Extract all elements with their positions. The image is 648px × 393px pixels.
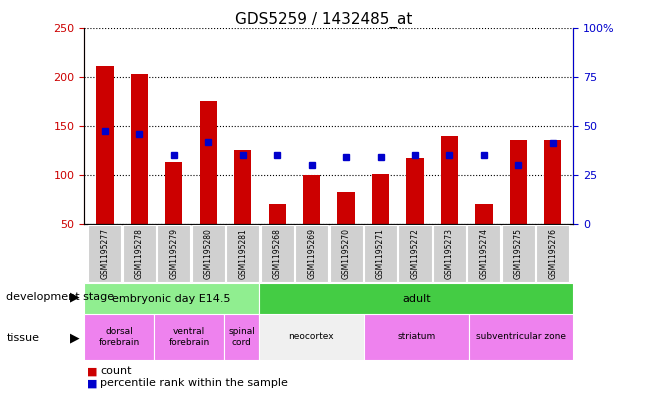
- Bar: [97, 66, 113, 224]
- FancyBboxPatch shape: [259, 283, 573, 314]
- Text: GSM1195272: GSM1195272: [410, 228, 419, 279]
- Text: GSM1195271: GSM1195271: [376, 228, 385, 279]
- FancyBboxPatch shape: [469, 314, 573, 360]
- Text: GSM1195270: GSM1195270: [341, 228, 351, 279]
- Text: ■: ■: [87, 378, 98, 388]
- Text: spinal
cord: spinal cord: [228, 327, 255, 347]
- FancyBboxPatch shape: [88, 225, 121, 282]
- Text: GDS5259 / 1432485_at: GDS5259 / 1432485_at: [235, 12, 413, 28]
- FancyBboxPatch shape: [364, 314, 469, 360]
- Text: GSM1195269: GSM1195269: [307, 228, 316, 279]
- FancyBboxPatch shape: [330, 225, 363, 282]
- FancyBboxPatch shape: [157, 225, 191, 282]
- Text: GSM1195276: GSM1195276: [548, 228, 557, 279]
- FancyBboxPatch shape: [84, 283, 259, 314]
- Text: subventricular zone: subventricular zone: [476, 332, 566, 342]
- Text: neocortex: neocortex: [288, 332, 334, 342]
- Text: ■: ■: [87, 366, 98, 376]
- FancyBboxPatch shape: [364, 225, 397, 282]
- Text: GSM1195280: GSM1195280: [203, 228, 213, 279]
- FancyBboxPatch shape: [123, 225, 156, 282]
- FancyBboxPatch shape: [154, 314, 224, 360]
- Text: ▶: ▶: [70, 290, 79, 303]
- Bar: [475, 204, 492, 224]
- Text: GSM1195274: GSM1195274: [480, 228, 489, 279]
- Text: tissue: tissue: [6, 333, 40, 343]
- Text: striatum: striatum: [397, 332, 435, 342]
- Bar: [406, 158, 424, 224]
- Text: ventral
forebrain: ventral forebrain: [168, 327, 210, 347]
- Bar: [234, 150, 251, 224]
- Bar: [268, 204, 286, 224]
- FancyBboxPatch shape: [192, 225, 225, 282]
- Text: GSM1195277: GSM1195277: [100, 228, 110, 279]
- Text: embryonic day E14.5: embryonic day E14.5: [112, 294, 231, 304]
- FancyBboxPatch shape: [467, 225, 500, 282]
- Text: GSM1195278: GSM1195278: [135, 228, 144, 279]
- FancyBboxPatch shape: [399, 225, 432, 282]
- Text: GSM1195281: GSM1195281: [238, 228, 248, 279]
- Text: development stage: development stage: [6, 292, 115, 302]
- Bar: [131, 73, 148, 224]
- Bar: [441, 136, 458, 224]
- FancyBboxPatch shape: [260, 225, 294, 282]
- Text: adult: adult: [402, 294, 430, 304]
- FancyBboxPatch shape: [433, 225, 466, 282]
- Bar: [338, 191, 354, 224]
- Bar: [544, 140, 561, 224]
- Text: count: count: [100, 366, 132, 376]
- FancyBboxPatch shape: [226, 225, 259, 282]
- FancyBboxPatch shape: [295, 225, 328, 282]
- Text: percentile rank within the sample: percentile rank within the sample: [100, 378, 288, 388]
- Bar: [372, 174, 389, 224]
- Text: GSM1195268: GSM1195268: [273, 228, 282, 279]
- FancyBboxPatch shape: [224, 314, 259, 360]
- FancyBboxPatch shape: [502, 225, 535, 282]
- Bar: [510, 140, 527, 224]
- Text: ▶: ▶: [70, 331, 79, 345]
- Text: dorsal
forebrain: dorsal forebrain: [98, 327, 140, 347]
- Text: GSM1195279: GSM1195279: [169, 228, 178, 279]
- FancyBboxPatch shape: [259, 314, 364, 360]
- Text: GSM1195275: GSM1195275: [514, 228, 523, 279]
- Bar: [165, 162, 183, 224]
- Text: GSM1195273: GSM1195273: [445, 228, 454, 279]
- FancyBboxPatch shape: [537, 225, 570, 282]
- Bar: [303, 175, 320, 224]
- FancyBboxPatch shape: [84, 314, 154, 360]
- Bar: [200, 101, 217, 224]
